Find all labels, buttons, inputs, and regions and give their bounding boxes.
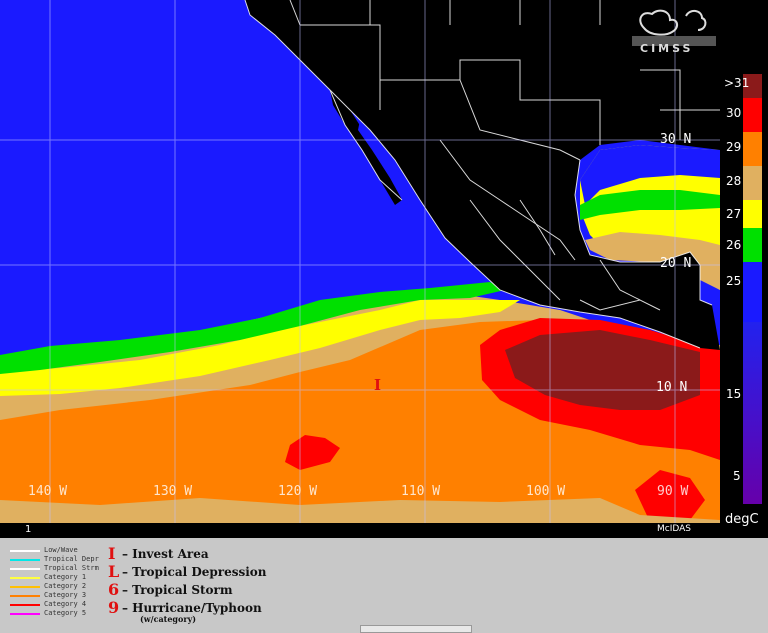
legend-text-category-5: Category 5 [44, 609, 87, 617]
scale-label-31: >31 [724, 76, 750, 90]
legend-line-category-5 [10, 613, 40, 615]
legend-line-category-4 [10, 604, 40, 606]
lon-label-130w: 130 W [153, 484, 193, 499]
scale-label-15: 15 [726, 387, 742, 401]
gulf-of-california [358, 120, 412, 205]
scale-seg-31 [743, 74, 762, 98]
cimss-logo-text: CIMSS [640, 42, 694, 55]
lat-label-10n: 10 N [656, 380, 688, 395]
legend-text-category-3: Category 3 [44, 591, 87, 599]
lon-label-120w: 120 W [278, 484, 318, 499]
frame-number: 1 [25, 524, 32, 535]
legend-hurricane-typhoon: – Hurricane/Typhoon [122, 601, 262, 615]
tropical-depression-icon: L [108, 562, 120, 581]
legend-text-tropical-strm: Tropical Strm [44, 564, 99, 572]
scale-label-5: 5 [733, 469, 741, 483]
scale-label-27: 27 [726, 207, 742, 221]
legend-text-category-4: Category 4 [44, 600, 87, 608]
legend-category-note: (w/category) [140, 614, 197, 624]
lat-label-30n: 30 N [660, 132, 692, 147]
scale-unit: degC [725, 512, 759, 527]
legend-panel: Low/Wave Tropical Depr Tropical Strm Cat… [0, 538, 768, 630]
scale-label-30: 30 [726, 106, 742, 120]
scale-seg-25 [743, 262, 762, 322]
sst-gulf-shelf [580, 190, 720, 220]
lon-label-110w: 110 W [401, 484, 441, 499]
legend-text-tropical-depr: Tropical Depr [44, 555, 99, 563]
legend-text-category-1: Category 1 [44, 573, 87, 581]
lat-lon-grid [0, 0, 720, 538]
status-strip: 1 McIDAS [0, 523, 720, 538]
invest-area-marker[interactable]: I [374, 376, 382, 394]
scale-label-25: 25 [726, 274, 742, 288]
lon-label-100w: 100 W [526, 484, 566, 499]
legend-line-category-2 [10, 586, 40, 588]
mcidas-label: McIDAS [657, 524, 692, 534]
legend-line-low-wave [10, 550, 40, 552]
legend-tropical-depression: – Tropical Depression [122, 565, 267, 579]
lon-label-90w: 90 W [657, 484, 689, 499]
invest-area-icon: I [108, 544, 116, 563]
sst-zone-27-28 [0, 300, 520, 396]
legend-text-category-2: Category 2 [44, 582, 87, 590]
sst-zone-26-27 [0, 282, 505, 374]
scale-seg-28 [743, 166, 762, 200]
legend-invest-area: – Invest Area [122, 547, 209, 561]
hurricane-icon: 9 [108, 598, 120, 617]
lat-label-20n: 20 N [660, 256, 692, 271]
lon-label-140w: 140 W [28, 484, 68, 499]
color-scale-bar: >31 30 29 28 27 26 25 15 5 degC [720, 0, 768, 538]
cimss-logo: CIMSS [630, 6, 718, 58]
legend-text-low-wave: Low/Wave [44, 546, 78, 554]
legend-line-tropical-strm [10, 568, 40, 570]
scale-label-28: 28 [726, 174, 742, 188]
scale-seg-27 [743, 200, 762, 228]
legend-line-category-1 [10, 577, 40, 579]
scale-label-29: 29 [726, 140, 742, 154]
scale-seg-30 [743, 98, 762, 132]
sst-patch-red-south [635, 470, 705, 522]
political-borders [244, 0, 720, 349]
legend-tropical-storm: – Tropical Storm [122, 583, 233, 597]
legend-line-tropical-depr [10, 559, 40, 561]
sst-gulf-north [580, 145, 720, 205]
sst-map[interactable]: 140 W 130 W 120 W 110 W 100 W 90 W 30 N … [0, 0, 720, 538]
bottom-scroll-tab[interactable] [360, 625, 472, 633]
scale-seg-26 [743, 228, 762, 262]
scale-label-26: 26 [726, 238, 742, 252]
scale-seg-low [743, 322, 762, 504]
tropical-storm-icon: 6 [108, 580, 120, 599]
cimss-logo-graphic [632, 9, 716, 46]
sst-patch-red [285, 435, 340, 470]
sst-gulf-south [585, 232, 720, 290]
landmass-baja [330, 90, 402, 205]
sst-field [0, 0, 720, 538]
legend-line-category-3 [10, 595, 40, 597]
scale-seg-29 [743, 132, 762, 166]
